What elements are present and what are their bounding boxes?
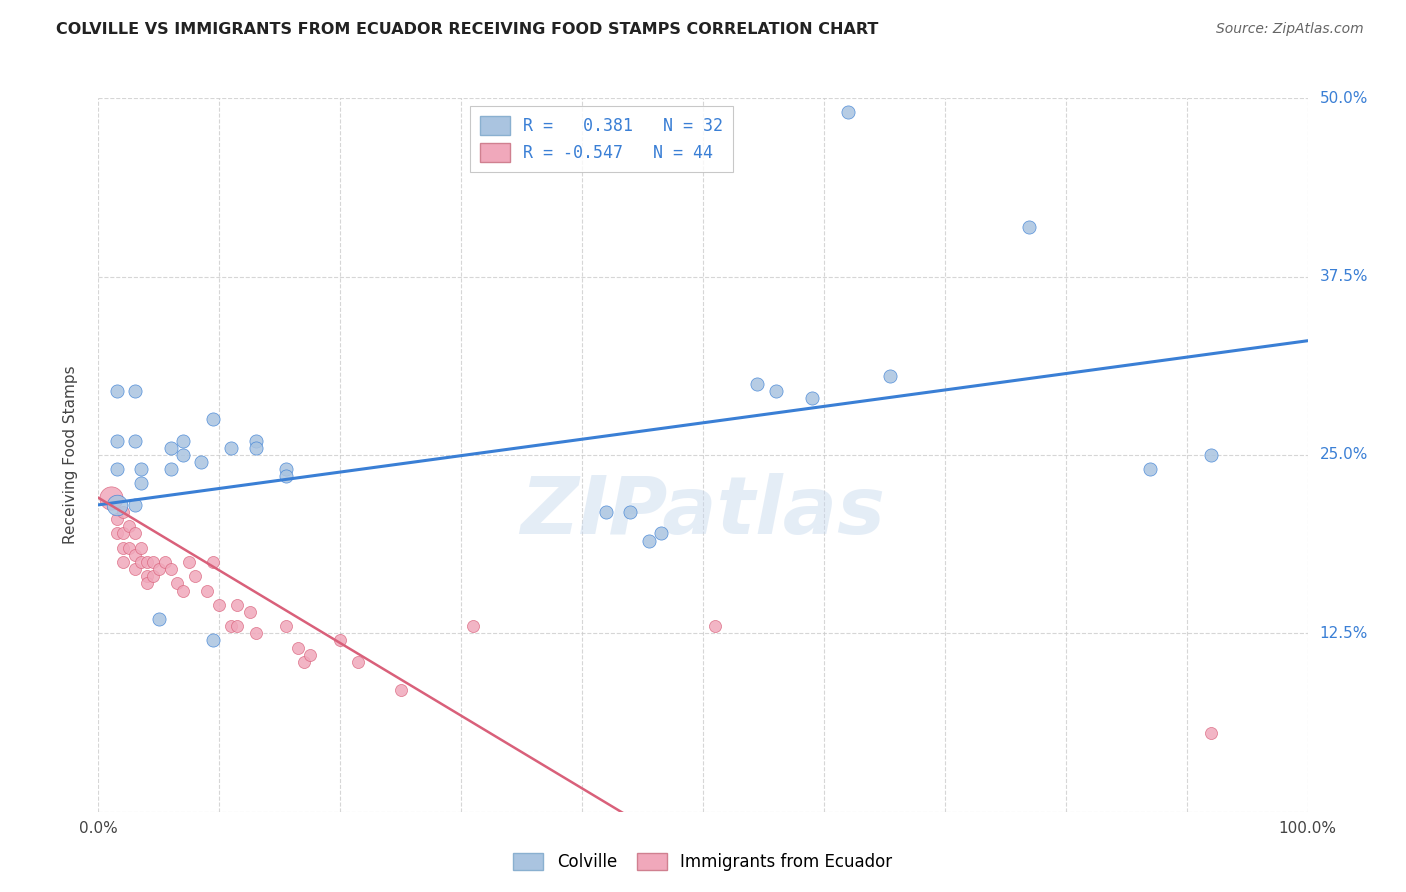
Point	[124, 384, 146, 398]
Point	[166, 576, 188, 591]
Point	[124, 562, 146, 576]
Point	[172, 448, 194, 462]
Point	[190, 455, 212, 469]
Point	[105, 384, 128, 398]
Point	[1018, 219, 1040, 234]
Point	[1199, 726, 1222, 740]
Point	[245, 434, 267, 448]
Point	[111, 505, 134, 519]
Point	[704, 619, 727, 633]
Point	[124, 548, 146, 562]
Point	[287, 640, 309, 655]
Point	[245, 626, 267, 640]
Point	[274, 619, 297, 633]
Point	[800, 391, 823, 405]
Point	[389, 683, 412, 698]
Point	[142, 569, 165, 583]
Point	[245, 441, 267, 455]
Point	[105, 512, 128, 526]
Text: 12.5%: 12.5%	[1320, 626, 1368, 640]
Point	[105, 526, 128, 541]
Point	[124, 526, 146, 541]
Text: Source: ZipAtlas.com: Source: ZipAtlas.com	[1216, 22, 1364, 37]
Point	[129, 555, 152, 569]
Point	[135, 569, 157, 583]
Point	[195, 583, 218, 598]
Point	[111, 526, 134, 541]
Point	[153, 555, 176, 569]
Point	[148, 562, 170, 576]
Point	[105, 462, 128, 476]
Point	[202, 555, 225, 569]
Point	[129, 476, 152, 491]
Point	[637, 533, 659, 548]
Point	[100, 491, 122, 505]
Point	[619, 505, 641, 519]
Point	[202, 412, 225, 426]
Point	[221, 619, 243, 633]
Point	[463, 619, 485, 633]
Point	[650, 526, 672, 541]
Point	[274, 462, 297, 476]
Point	[239, 605, 262, 619]
Text: 37.5%: 37.5%	[1320, 269, 1368, 284]
Y-axis label: Receiving Food Stamps: Receiving Food Stamps	[63, 366, 77, 544]
Point	[765, 384, 787, 398]
Point	[298, 648, 321, 662]
Text: COLVILLE VS IMMIGRANTS FROM ECUADOR RECEIVING FOOD STAMPS CORRELATION CHART: COLVILLE VS IMMIGRANTS FROM ECUADOR RECE…	[56, 22, 879, 37]
Point	[274, 469, 297, 483]
Legend: R =   0.381   N = 32, R = -0.547   N = 44: R = 0.381 N = 32, R = -0.547 N = 44	[470, 106, 733, 172]
Point	[879, 369, 901, 384]
Point	[347, 655, 370, 669]
Point	[129, 541, 152, 555]
Point	[595, 505, 617, 519]
Point	[184, 569, 207, 583]
Point	[135, 555, 157, 569]
Point	[226, 598, 249, 612]
Point	[177, 555, 201, 569]
Point	[226, 619, 249, 633]
Point	[1199, 448, 1222, 462]
Point	[105, 498, 128, 512]
Point	[172, 434, 194, 448]
Point	[111, 555, 134, 569]
Point	[124, 498, 146, 512]
Point	[292, 655, 315, 669]
Point	[118, 519, 141, 533]
Point	[160, 441, 183, 455]
Point	[142, 555, 165, 569]
Point	[837, 105, 859, 120]
Point	[160, 562, 183, 576]
Point	[202, 633, 225, 648]
Point	[135, 576, 157, 591]
Point	[129, 462, 152, 476]
Text: ZIPatlas: ZIPatlas	[520, 473, 886, 551]
Point	[105, 434, 128, 448]
Point	[329, 633, 352, 648]
Point	[118, 541, 141, 555]
Point	[208, 598, 231, 612]
Point	[124, 434, 146, 448]
Point	[111, 541, 134, 555]
Point	[747, 376, 769, 391]
Text: 25.0%: 25.0%	[1320, 448, 1368, 462]
Point	[1139, 462, 1161, 476]
Point	[221, 441, 243, 455]
Point	[160, 462, 183, 476]
Point	[148, 612, 170, 626]
Point	[172, 583, 194, 598]
Legend: Colville, Immigrants from Ecuador: Colville, Immigrants from Ecuador	[505, 845, 901, 880]
Text: 50.0%: 50.0%	[1320, 91, 1368, 105]
